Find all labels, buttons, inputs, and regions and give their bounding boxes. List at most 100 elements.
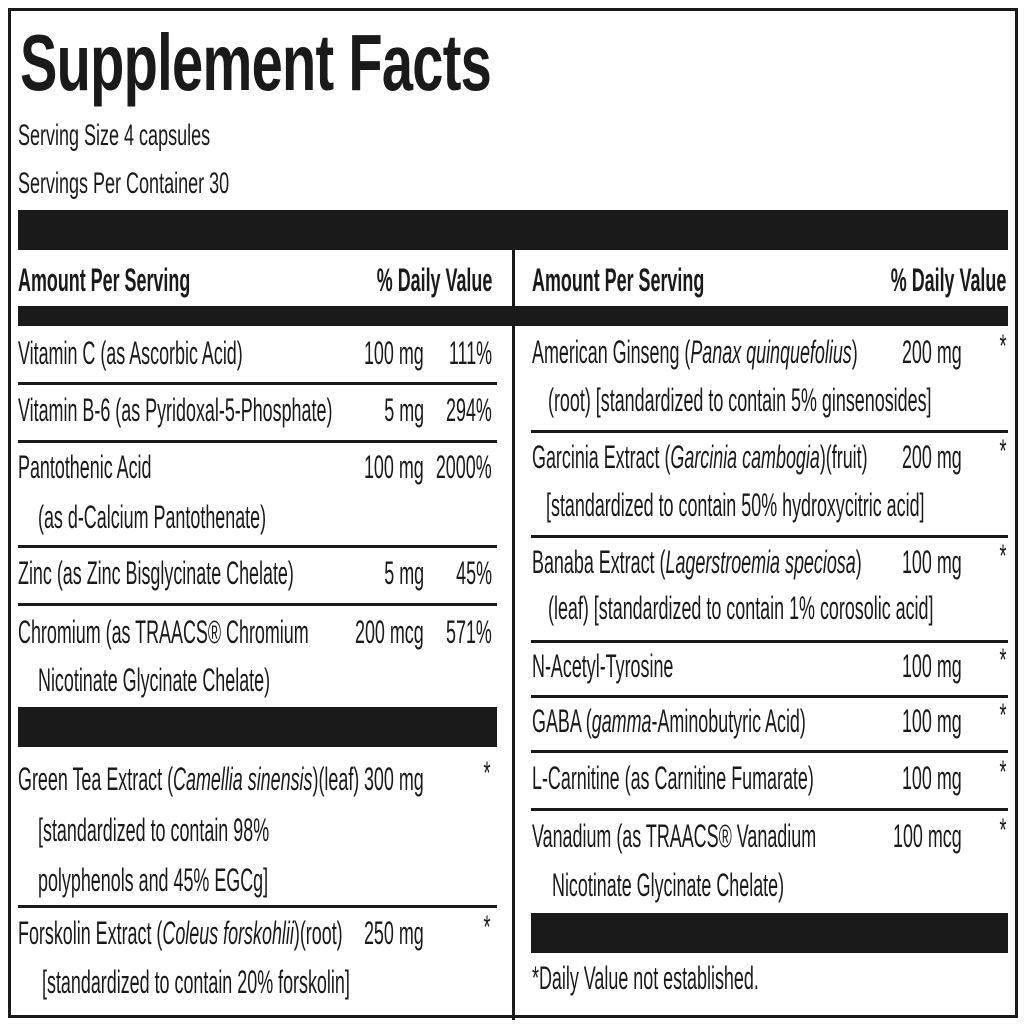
ingredient-name-line: Nicotinate Glycinate Chelate) [38, 660, 270, 700]
row-divider [531, 640, 1008, 643]
ingredient-amount: 100 mg [902, 760, 962, 796]
ingredient-text: gamma [591, 703, 652, 739]
ingredient-daily-value: 111% [448, 335, 492, 371]
row-divider [18, 382, 497, 385]
ingredient-name-line: Chromium (as TRAACS® Chromium [18, 612, 309, 652]
ingredient-daily-value: * [483, 909, 490, 945]
ingredient-name-line: Banaba Extract (Lagerstroemia speciosa) [532, 542, 862, 582]
ingredient-daily-value: 2000% [436, 449, 492, 485]
ingredient-text: GABA ( [532, 703, 592, 739]
row-divider [18, 603, 497, 606]
left-header-dv: % Daily Value [376, 262, 492, 298]
ingredient-name-line: Pantothenic Acid [18, 447, 151, 487]
ingredient-text: Camellia sinensis [173, 761, 313, 797]
ingredient-amount: 200 mg [902, 439, 962, 475]
ingredient-text: Vanadium (as TRAACS® Vanadium [532, 818, 817, 854]
ingredient-text: Coleus forskohlii [162, 915, 294, 951]
panel-title: Supplement Facts [20, 18, 492, 107]
ingredient-daily-value: * [999, 328, 1006, 364]
ingredient-name-line: Vitamin C (as Ascorbic Acid) [18, 333, 243, 373]
ingredient-name-line: Garcinia Extract (Garcinia cambogia)(fru… [532, 437, 868, 477]
ingredient-amount: 100 mg [364, 449, 424, 485]
ingredient-name-line: GABA (gamma-Aminobutyric Acid) [532, 701, 806, 741]
ingredient-text: Panax quinquefolius [690, 334, 852, 370]
column-divider [512, 250, 515, 1020]
ingredient-amount: 100 mg [902, 703, 962, 739]
ingredient-name-line: [standardized to contain 20% forskolin] [42, 962, 350, 1002]
ingredient-text: (as d-Calcium Pantothenate) [38, 499, 267, 535]
ingredient-text: Chromium (as TRAACS® Chromium [18, 614, 309, 650]
serving-size: Serving Size 4 capsules [18, 119, 211, 152]
ingredient-text: [standardized to contain 20% forskolin] [42, 964, 350, 1000]
ingredient-name-line: [standardized to contain 50% hydroxycitr… [546, 485, 925, 525]
row-divider [531, 695, 1008, 698]
ingredient-text: L-Carnitine (as Carnitine Fumarate) [532, 760, 814, 796]
ingredient-text: Vitamin B-6 (as Pyridoxal-5-Phosphate) [18, 392, 333, 428]
row-divider [531, 535, 1008, 538]
ingredient-name-line: (root) [standardized to contain 5% ginse… [548, 380, 932, 420]
ingredient-text: Garcinia Extract ( [532, 439, 671, 475]
ingredient-daily-value: * [999, 754, 1006, 790]
ingredient-daily-value: 45% [456, 555, 492, 591]
ingredient-text: Nicotinate Glycinate Chelate) [38, 662, 271, 698]
ingredient-text: (leaf) [standardized to contain 1% coros… [548, 590, 934, 626]
ingredient-text: N-Acetyl-Tyrosine [532, 648, 674, 684]
ingredient-amount: 5 mg [384, 555, 424, 591]
ingredient-daily-value: 294% [446, 392, 492, 428]
ingredient-name-line: (leaf) [standardized to contain 1% coros… [548, 588, 933, 628]
ingredient-amount: 100 mg [364, 335, 424, 371]
ingredient-daily-value: * [999, 812, 1006, 848]
ingredient-text: (root) [standardized to contain 5% ginse… [548, 382, 932, 418]
servings-per-container: Servings Per Container 30 [18, 167, 230, 200]
row-divider [531, 808, 1008, 811]
ingredient-daily-value: * [999, 697, 1006, 733]
ingredient-name-line: polyphenols and 45% EGCg] [38, 860, 268, 900]
ingredient-text: ) [855, 544, 862, 580]
row-divider [18, 545, 497, 548]
ingredient-text: Garcinia cambogia [670, 439, 820, 475]
ingredient-name-line: (as d-Calcium Pantothenate) [38, 497, 266, 537]
ingredient-daily-value: * [999, 433, 1006, 469]
ingredient-name-line: Vitamin B-6 (as Pyridoxal-5-Phosphate) [18, 390, 332, 430]
ingredient-daily-value: * [999, 538, 1006, 574]
ingredient-amount: 200 mcg [355, 614, 424, 650]
right-header-amount: Amount Per Serving [532, 262, 705, 298]
ingredient-daily-value: * [999, 642, 1006, 678]
ingredient-text: Nicotinate Glycinate Chelate) [552, 867, 785, 903]
right-header-dv: % Daily Value [890, 262, 1006, 298]
ingredient-name-line: Nicotinate Glycinate Chelate) [552, 865, 784, 905]
ingredient-text: Lagerstroemia speciosa [665, 544, 856, 580]
ingredient-name-line: Forskolin Extract (Coleus forskohlii)(ro… [18, 913, 343, 953]
ingredient-text: )(leaf) [312, 761, 360, 797]
ingredient-text: )(fruit) [819, 439, 868, 475]
ingredient-daily-value: * [483, 755, 490, 791]
ingredient-text: [standardized to contain 50% hydroxycitr… [546, 487, 925, 523]
ingredient-text: )(root) [293, 915, 343, 951]
footnote: *Daily Value not established. [532, 960, 759, 996]
ingredient-text: Banaba Extract ( [532, 544, 666, 580]
ingredient-name-line: [standardized to contain 98% [38, 810, 269, 850]
ingredient-name-line: Zinc (as Zinc Bisglycinate Chelate) [18, 553, 294, 593]
ingredient-name-line: Green Tea Extract (Camellia sinensis)(le… [18, 759, 359, 799]
ingredient-text: [standardized to contain 98% [38, 812, 270, 848]
left-header-amount: Amount Per Serving [18, 262, 191, 298]
ingredient-name-line: Vanadium (as TRAACS® Vanadium [532, 816, 816, 856]
row-divider [531, 430, 1008, 433]
ingredient-name-line: L-Carnitine (as Carnitine Fumarate) [532, 758, 814, 798]
ingredient-text: Vitamin C (as Ascorbic Acid) [18, 335, 243, 371]
ingredient-daily-value: 571% [446, 614, 492, 650]
ingredient-amount: 100 mcg [893, 818, 962, 854]
ingredient-amount: 300 mg [364, 761, 424, 797]
ingredient-amount: 200 mg [902, 334, 962, 370]
row-divider [18, 905, 497, 908]
ingredient-text: -Aminobutyric Acid) [651, 703, 806, 739]
left-section-bar [18, 707, 497, 747]
ingredient-amount: 250 mg [364, 915, 424, 951]
top-divider-bar [18, 210, 1008, 250]
ingredient-amount: 100 mg [902, 648, 962, 684]
ingredient-text: polyphenols and 45% EGCg] [38, 862, 269, 898]
ingredient-text: Forskolin Extract ( [18, 915, 163, 951]
ingredient-amount: 5 mg [384, 392, 424, 428]
ingredient-text: ) [851, 334, 858, 370]
ingredient-name-line: American Ginseng (Panax quinquefolius) [532, 332, 858, 372]
